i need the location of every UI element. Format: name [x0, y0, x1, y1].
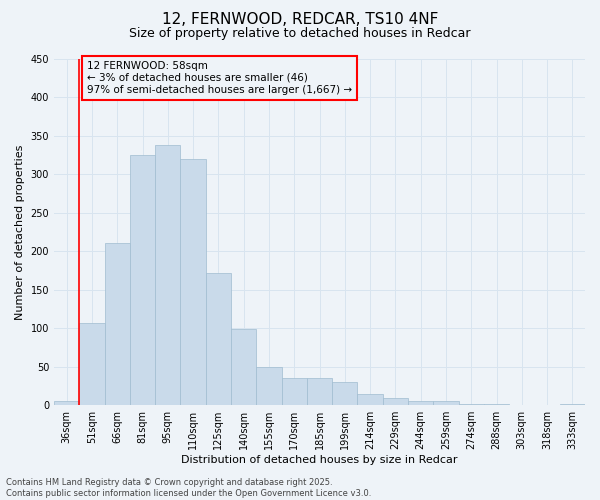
Bar: [307, 378, 332, 405]
Bar: [332, 382, 358, 405]
Bar: [458, 404, 484, 405]
Bar: [155, 145, 181, 405]
Bar: [433, 400, 458, 405]
Bar: [104, 243, 130, 405]
Bar: [181, 159, 206, 405]
Text: Size of property relative to detached houses in Redcar: Size of property relative to detached ho…: [129, 28, 471, 40]
Bar: [231, 329, 256, 405]
Bar: [484, 404, 509, 405]
Bar: [383, 398, 408, 405]
X-axis label: Distribution of detached houses by size in Redcar: Distribution of detached houses by size …: [181, 455, 458, 465]
Bar: [54, 400, 79, 405]
Bar: [256, 366, 281, 405]
Y-axis label: Number of detached properties: Number of detached properties: [15, 144, 25, 320]
Bar: [408, 402, 433, 405]
Text: 12, FERNWOOD, REDCAR, TS10 4NF: 12, FERNWOOD, REDCAR, TS10 4NF: [162, 12, 438, 28]
Bar: [206, 273, 231, 405]
Bar: [358, 394, 383, 405]
Bar: [281, 378, 307, 405]
Text: Contains HM Land Registry data © Crown copyright and database right 2025.
Contai: Contains HM Land Registry data © Crown c…: [6, 478, 371, 498]
Bar: [560, 404, 585, 405]
Bar: [79, 323, 104, 405]
Bar: [130, 155, 155, 405]
Text: 12 FERNWOOD: 58sqm
← 3% of detached houses are smaller (46)
97% of semi-detached: 12 FERNWOOD: 58sqm ← 3% of detached hous…: [87, 62, 352, 94]
